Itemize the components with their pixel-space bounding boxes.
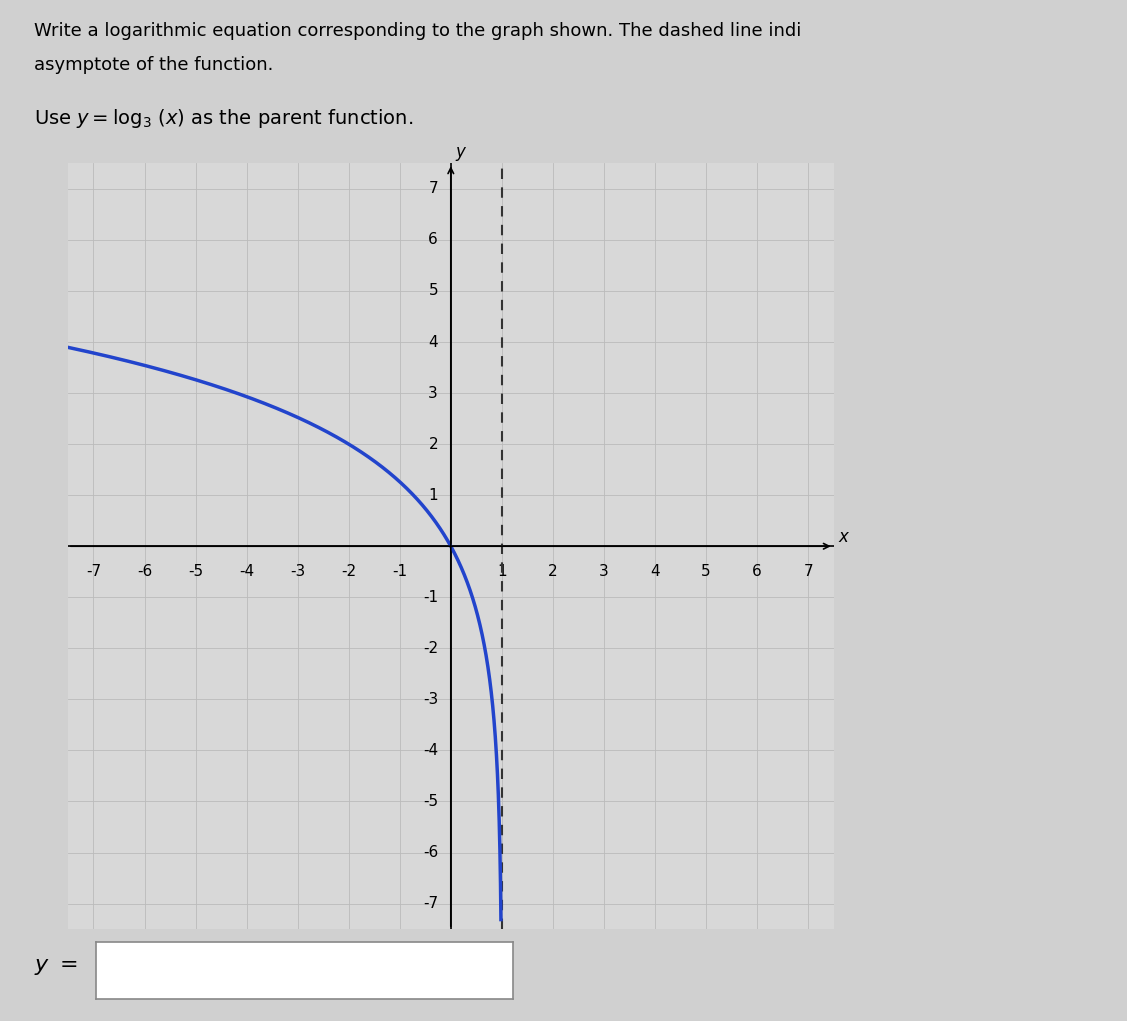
Text: -6: -6: [136, 564, 152, 579]
Text: Use $y = \log_3\,(x)$ as the parent function.: Use $y = \log_3\,(x)$ as the parent func…: [34, 107, 414, 131]
Text: -7: -7: [423, 896, 438, 911]
Text: -5: -5: [423, 794, 438, 809]
Text: $y\ =$: $y\ =$: [34, 957, 78, 977]
Text: -2: -2: [423, 641, 438, 655]
Text: 5: 5: [701, 564, 711, 579]
Text: 5: 5: [428, 284, 438, 298]
Text: x: x: [838, 528, 849, 546]
Text: y: y: [455, 143, 465, 161]
Text: -4: -4: [423, 743, 438, 758]
Text: -2: -2: [341, 564, 356, 579]
Text: -1: -1: [423, 590, 438, 604]
Text: 7: 7: [428, 182, 438, 196]
Text: 1: 1: [497, 564, 507, 579]
Text: -5: -5: [188, 564, 203, 579]
Text: 7: 7: [804, 564, 813, 579]
Text: asymptote of the function.: asymptote of the function.: [34, 56, 273, 75]
Text: 2: 2: [548, 564, 558, 579]
Text: 2: 2: [428, 437, 438, 451]
Text: 3: 3: [600, 564, 609, 579]
Text: -7: -7: [86, 564, 101, 579]
Text: Write a logarithmic equation corresponding to the graph shown. The dashed line i: Write a logarithmic equation correspondi…: [34, 22, 801, 41]
Text: -6: -6: [423, 845, 438, 860]
Text: 6: 6: [428, 233, 438, 247]
Text: 6: 6: [752, 564, 762, 579]
Text: -3: -3: [290, 564, 305, 579]
Text: -3: -3: [423, 692, 438, 707]
Text: -1: -1: [392, 564, 407, 579]
Text: 4: 4: [428, 335, 438, 349]
Text: 4: 4: [650, 564, 659, 579]
Text: 1: 1: [428, 488, 438, 502]
Text: 3: 3: [428, 386, 438, 400]
Text: -4: -4: [239, 564, 255, 579]
